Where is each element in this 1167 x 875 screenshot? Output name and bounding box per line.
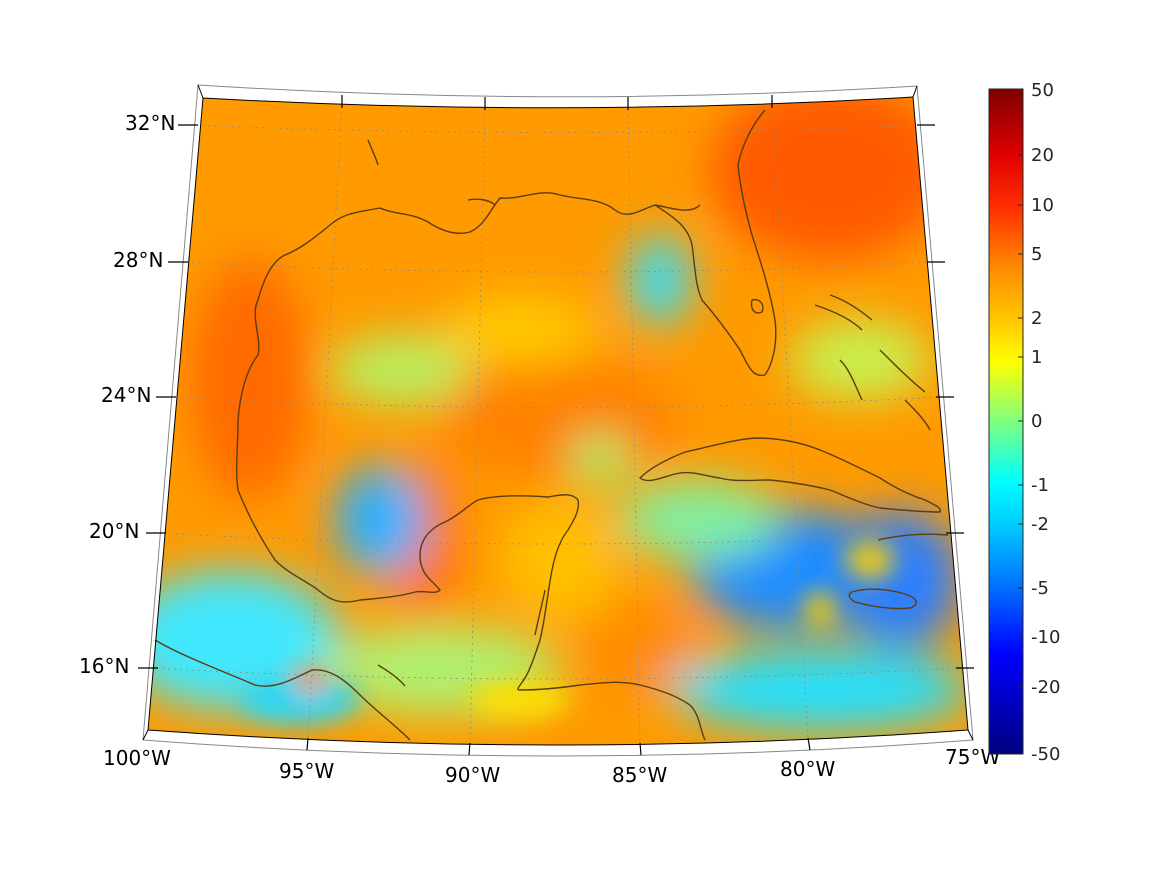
lon-label-100w: 100°W xyxy=(103,746,171,770)
coastline-hispaniola xyxy=(877,533,949,541)
lat-label-28n: 28°N xyxy=(113,248,163,272)
coastline-florida xyxy=(654,109,777,377)
colorbar-label: -2 xyxy=(1031,514,1049,535)
coastline-bahamas xyxy=(814,294,931,431)
lat-label-32n: 32°N xyxy=(125,111,175,135)
colorbar-labels: 50 20 10 5 2 1 0 -1 -2 -5 -10 -20 -50 xyxy=(1031,80,1060,765)
lon-label-80w: 80°W xyxy=(780,757,835,781)
coastline-cuba xyxy=(639,437,942,513)
colorbar: 50 20 10 5 2 1 0 -1 -2 -5 -10 -20 -50 xyxy=(988,80,1060,765)
coastline-jamaica xyxy=(848,588,917,610)
coastlines xyxy=(154,109,949,741)
colorbar-label: 2 xyxy=(1031,308,1042,329)
coastline-lakes xyxy=(367,139,764,314)
colorbar-label: -50 xyxy=(1031,744,1060,765)
latitude-labels: 32°N 28°N 24°N 20°N 16°N xyxy=(79,111,175,678)
graticule xyxy=(149,99,959,745)
map-frame xyxy=(142,84,974,757)
coastline-yucatan-islands xyxy=(377,589,546,687)
lat-label-24n: 24°N xyxy=(101,383,151,407)
data-field xyxy=(148,97,968,745)
lon-label-85w: 85°W xyxy=(612,763,667,787)
lat-label-16n: 16°N xyxy=(79,654,129,678)
lon-label-95w: 95°W xyxy=(279,759,334,783)
colorbar-label: -1 xyxy=(1031,475,1049,496)
coastline-mainland xyxy=(235,192,706,741)
frame-ticks xyxy=(138,95,974,756)
colorbar-label: 0 xyxy=(1031,411,1042,432)
colorbar-label: -10 xyxy=(1031,627,1060,648)
colorbar-ticks xyxy=(1018,154,1023,688)
colorbar-label: 20 xyxy=(1031,145,1054,166)
colorbar-gradient xyxy=(988,88,1024,755)
colorbar-label: -20 xyxy=(1031,677,1060,698)
coastline-pacific xyxy=(154,639,411,741)
lon-label-90w: 90°W xyxy=(445,763,500,787)
colorbar-label: 50 xyxy=(1031,80,1054,101)
lat-label-20n: 20°N xyxy=(89,519,139,543)
colorbar-label: 1 xyxy=(1031,347,1042,368)
colorbar-label: 10 xyxy=(1031,195,1054,216)
colorbar-label: 5 xyxy=(1031,244,1042,265)
longitude-labels: 100°W 95°W 90°W 85°W 80°W 75°W xyxy=(103,745,1000,787)
colorbar-label: -5 xyxy=(1031,578,1049,599)
